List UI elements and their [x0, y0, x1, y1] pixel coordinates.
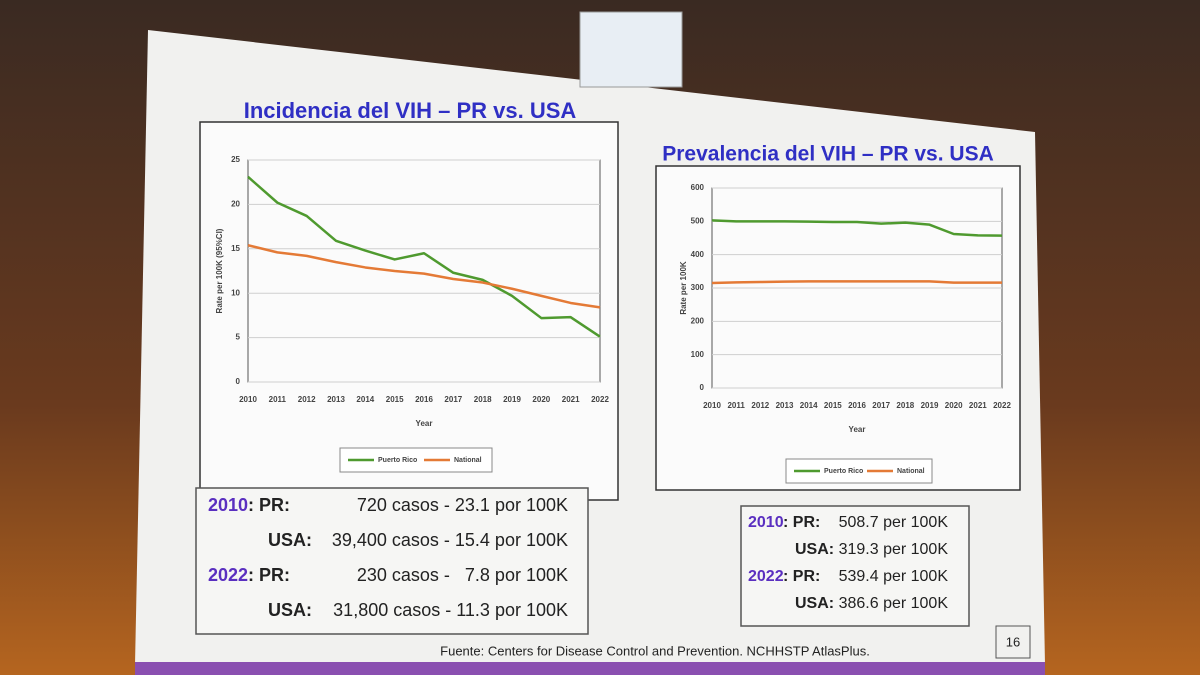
stats-label: : PR: — [783, 514, 820, 531]
y-tick-label: 0 — [700, 383, 705, 392]
x-tick-label: 2019 — [503, 395, 521, 404]
x-tick-label: 2011 — [269, 395, 287, 404]
y-axis-label: Rate per 100K (95%CI) — [215, 228, 224, 313]
x-tick-label: 2017 — [872, 401, 890, 410]
legend-label: Puerto Rico — [824, 468, 863, 475]
series-line — [711, 219, 1003, 237]
y-tick-label: 25 — [231, 155, 240, 164]
y-tick-label: 300 — [691, 283, 705, 292]
stats-text: 230 casos - 7.8 por 100K — [357, 565, 568, 585]
x-tick-label: 2020 — [945, 401, 963, 410]
x-tick-label: 2019 — [921, 401, 939, 410]
series-line — [711, 280, 1002, 285]
stats-box — [195, 487, 589, 635]
video-thumbnail — [579, 11, 683, 88]
page-number: 16 — [1006, 634, 1020, 649]
x-tick-label: 2014 — [356, 395, 374, 404]
stats-year: 2022 — [208, 565, 248, 585]
y-tick-label: 0 — [236, 377, 241, 386]
series-line — [247, 244, 601, 309]
series-line — [247, 175, 601, 338]
y-tick-label: 400 — [691, 250, 705, 259]
x-axis-label: Year — [416, 419, 433, 428]
stats-text: 39,400 casos - 15.4 por 100K — [332, 530, 568, 550]
stats-label: : PR: — [783, 568, 820, 585]
x-tick-label: 2013 — [776, 401, 794, 410]
y-tick-label: 15 — [231, 244, 240, 253]
x-tick-label: 2018 — [474, 395, 492, 404]
y-tick-label: 200 — [691, 316, 705, 325]
chart-frame — [199, 121, 619, 501]
y-tick-label: 600 — [691, 183, 705, 192]
stats-text: 31,800 casos - 11.3 por 100K — [333, 600, 568, 620]
chart-title: Incidencia del VIH – PR vs. USA — [244, 98, 577, 123]
x-tick-label: 2021 — [562, 395, 580, 404]
y-tick-label: 100 — [691, 350, 705, 359]
chart-title: Prevalencia del VIH – PR vs. USA — [662, 143, 994, 166]
y-tick-label: 500 — [691, 216, 705, 225]
x-tick-label: 2012 — [298, 395, 316, 404]
y-tick-label: 20 — [231, 200, 240, 209]
x-tick-label: 2014 — [800, 401, 818, 410]
stats-label: USA: — [268, 600, 312, 620]
stats-label: USA: — [268, 530, 312, 550]
x-tick-label: 2016 — [415, 395, 433, 404]
slide-footer-bar — [135, 662, 1045, 675]
x-tick-label: 2021 — [969, 401, 987, 410]
y-tick-label: 10 — [231, 288, 240, 297]
stats-label: : PR: — [248, 565, 290, 585]
stats-year: 2010 — [748, 514, 784, 531]
stats-label: USA: — [795, 541, 834, 558]
x-tick-label: 2010 — [239, 395, 257, 404]
y-tick-label: 5 — [236, 333, 241, 342]
x-tick-label: 2012 — [751, 401, 769, 410]
x-tick-label: 2015 — [386, 395, 404, 404]
stats-label: : PR: — [248, 495, 290, 515]
stats-box — [740, 505, 970, 627]
stats-text: 508.7 per 100K — [839, 514, 949, 531]
stats-text: 539.4 per 100K — [839, 568, 949, 585]
x-tick-label: 2010 — [703, 401, 721, 410]
x-tick-label: 2020 — [532, 395, 550, 404]
stats-year: 2010 — [208, 495, 248, 515]
content: Incidencia del VIH – PR vs. USA051015202… — [195, 98, 1031, 659]
stats-text: 319.3 per 100K — [839, 541, 949, 558]
x-tick-label: 2018 — [896, 401, 914, 410]
x-tick-label: 2016 — [848, 401, 866, 410]
x-tick-label: 2022 — [993, 401, 1011, 410]
x-tick-label: 2015 — [824, 401, 842, 410]
stats-text: 720 casos - 23.1 por 100K — [357, 495, 568, 515]
stats-year: 2022 — [748, 568, 784, 585]
y-axis-label: Rate per 100K — [679, 261, 688, 315]
x-tick-label: 2013 — [327, 395, 345, 404]
legend-label: National — [897, 468, 925, 475]
legend-label: Puerto Rico — [378, 457, 417, 464]
stats-text: 386.6 per 100K — [839, 595, 949, 612]
source-note: Fuente: Centers for Disease Control and … — [440, 643, 870, 658]
legend-label: National — [454, 457, 482, 464]
page-number-box — [995, 625, 1031, 659]
x-tick-label: 2017 — [444, 395, 462, 404]
stats-label: USA: — [795, 595, 834, 612]
chart-frame — [655, 165, 1021, 491]
x-axis-label: Year — [849, 425, 866, 434]
x-tick-label: 2011 — [727, 401, 745, 410]
x-tick-label: 2022 — [591, 395, 609, 404]
